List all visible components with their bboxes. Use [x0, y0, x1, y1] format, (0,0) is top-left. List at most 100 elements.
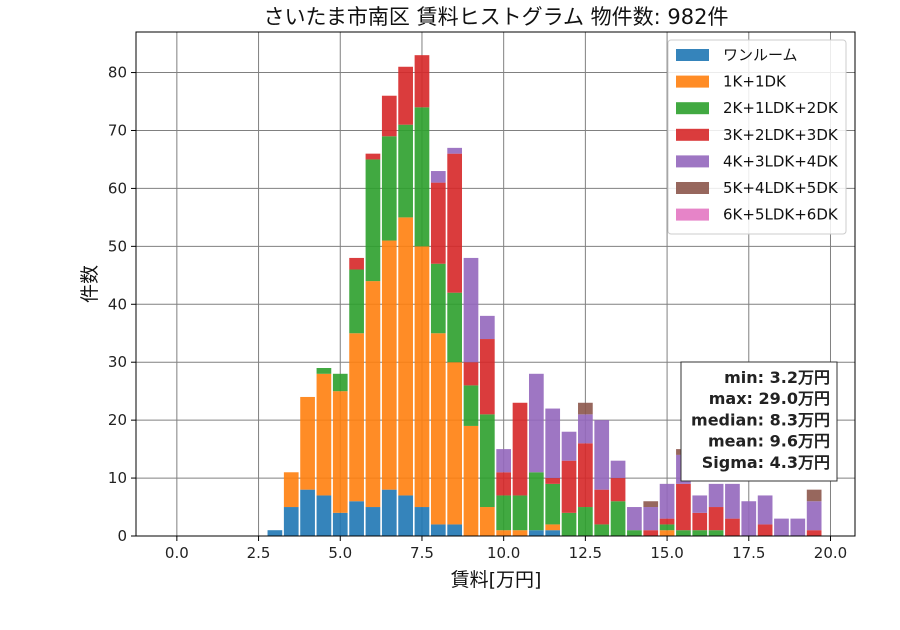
bar-segment [545, 530, 561, 536]
bar-segment [741, 501, 757, 536]
bar-segment [578, 507, 593, 536]
bar-segment [479, 315, 495, 340]
bar-segment [659, 518, 675, 525]
bar-segment [578, 443, 593, 508]
y-tick-label: 80 [108, 64, 127, 82]
bar-segment [332, 391, 348, 513]
bar-segment [463, 362, 479, 386]
chart-title: さいたま市南区 賃料ヒストグラム 物件数: 982件 [264, 5, 729, 29]
y-tick-label: 70 [108, 121, 127, 139]
bar-segment [381, 489, 397, 536]
bar-segment [790, 518, 806, 536]
x-tick-label: 15.0 [650, 544, 683, 562]
bar-segment [447, 292, 463, 363]
y-tick-label: 50 [108, 237, 127, 255]
bar-segment [561, 431, 577, 461]
bar-segment [610, 460, 626, 479]
bar-segment [283, 507, 299, 536]
legend-label: 1K+1DK [723, 73, 787, 91]
legend-swatch [676, 49, 709, 61]
bar-segment [479, 507, 495, 536]
bar-segment [365, 281, 381, 508]
bar-segment [528, 472, 544, 531]
bars [267, 55, 822, 536]
legend-swatch [676, 102, 709, 115]
bar-segment [496, 449, 512, 473]
stats-line: max: 29.0万円 [709, 389, 830, 408]
stats-line: min: 3.2万円 [724, 368, 830, 387]
bar-segment [725, 483, 740, 519]
x-tick-label: 0.0 [165, 544, 189, 562]
bar-segment [447, 362, 463, 525]
bar-segment [692, 512, 708, 531]
bar-segment [676, 483, 691, 531]
bar-segment [316, 495, 332, 536]
bar-segment [594, 489, 610, 525]
bar-segment [594, 524, 610, 536]
bar-segment [578, 414, 593, 444]
bar-segment [349, 501, 364, 536]
bar-segment [692, 495, 708, 513]
bar-segment [496, 472, 512, 496]
bar-segment [414, 107, 430, 247]
bar-segment [447, 524, 463, 536]
bar-segment [643, 507, 659, 531]
bar-segment [349, 333, 364, 502]
bar-segment [381, 136, 397, 241]
bar-segment [496, 495, 512, 531]
legend-label: ワンルーム [723, 46, 798, 64]
bar-segment [528, 530, 544, 536]
bar-segment [398, 217, 413, 496]
bar-segment [708, 507, 724, 531]
bar-segment [545, 483, 561, 525]
bar-segment [545, 408, 561, 479]
bar-segment [430, 171, 446, 183]
bar-segment [300, 489, 315, 536]
bar-segment [806, 501, 822, 531]
bar-segment [463, 385, 479, 426]
bar-segment [757, 495, 773, 525]
bar-segment [725, 518, 740, 536]
bar-segment [496, 530, 512, 536]
bar-segment [806, 489, 822, 502]
x-tick-label: 7.5 [410, 544, 434, 562]
legend-label: 6K+5LDK+6DK [723, 206, 839, 224]
bar-segment [806, 530, 822, 536]
bar-segment [561, 512, 577, 536]
bar-segment [578, 402, 593, 415]
bar-segment [430, 333, 446, 525]
bar-segment [300, 396, 315, 490]
legend-label: 4K+3LDK+4DK [723, 152, 839, 170]
bar-segment [398, 124, 413, 218]
bar-segment [463, 257, 479, 363]
bar-segment [659, 524, 675, 531]
bar-segment [447, 147, 463, 154]
legend-frame [667, 39, 847, 235]
x-tick-label: 17.5 [732, 544, 765, 562]
legend-label: 3K+2LDK+3DK [723, 126, 839, 144]
legend-label: 2K+1LDK+2DK [723, 99, 839, 117]
bar-segment [512, 495, 528, 531]
bar-segment [414, 507, 430, 536]
stats-box: min: 3.2万円 max: 29.0万円 median: 8.3万円 mean: … [680, 361, 838, 482]
bar-segment [349, 257, 364, 270]
bar-segment [283, 472, 299, 508]
legend-swatch [676, 128, 709, 141]
x-tick-label: 2.5 [247, 544, 271, 562]
stats-line: Sigma: 4.3万円 [702, 453, 830, 472]
legend-swatch [676, 182, 709, 194]
bar-segment [398, 495, 413, 536]
legend-label: 5K+4LDK+5DK [723, 179, 839, 197]
bar-segment [316, 368, 332, 374]
x-axis-title: 賃料[万円] [451, 569, 542, 591]
bar-segment [545, 478, 561, 484]
plot-frame [135, 31, 856, 537]
bar-segment [757, 524, 773, 536]
bar-segment [316, 373, 332, 496]
bar-segment [430, 263, 446, 334]
bar-segment [676, 530, 691, 536]
y-tick-label: 10 [108, 469, 127, 487]
y-tick-label: 30 [108, 353, 127, 371]
y-tick-label: 60 [108, 179, 127, 197]
